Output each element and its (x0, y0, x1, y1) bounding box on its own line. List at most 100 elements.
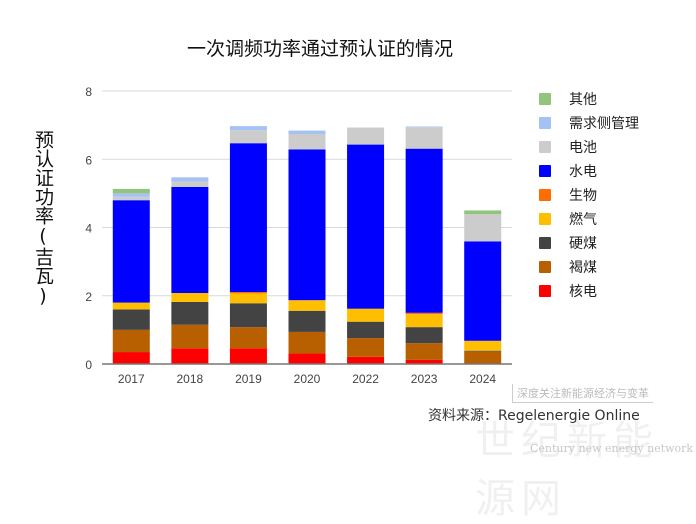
legend-swatch (539, 213, 551, 225)
y-axis-label: 预认证功率(吉瓦) (32, 130, 54, 307)
bar-segment-4-6 (347, 127, 385, 145)
legend-item: 燃气 (539, 207, 639, 231)
bar-segment-6-2 (464, 350, 502, 352)
x-tick-label: 2023 (411, 372, 438, 386)
x-tick-label: 2017 (118, 372, 145, 386)
legend-item: 核电 (539, 279, 639, 303)
legend-label: 生物 (569, 188, 597, 204)
legend-swatch (539, 189, 551, 201)
x-tick-labels: 2017 2018 2019 2020 2022 2023 2024 (118, 372, 496, 386)
bars (112, 126, 502, 364)
bar-segment-3-5 (288, 149, 326, 301)
legend-label: 硬煤 (569, 236, 597, 252)
bar-segment-4-0 (347, 356, 385, 364)
legend-swatch (539, 165, 551, 177)
bar-segment-1-5 (171, 186, 209, 294)
bar-segment-0-7 (112, 193, 150, 197)
y-tick-label: 4 (85, 222, 92, 236)
legend: 其他需求侧管理电池水电生物燃气硬煤褐煤核电 (539, 87, 639, 303)
bar-segment-1-2 (171, 301, 209, 325)
bar-segment-2-3 (229, 293, 267, 304)
bar-stack (347, 127, 385, 364)
x-tick-label: 2018 (177, 372, 204, 386)
x-tick-label: 2020 (294, 372, 321, 386)
legend-item: 其他 (539, 87, 639, 111)
bar-segment-3-6 (288, 133, 326, 150)
bar-segment-5-4 (405, 312, 443, 315)
bar-stack (112, 188, 150, 364)
bar-segment-5-2 (405, 327, 443, 344)
bar-segment-2-4 (229, 291, 267, 294)
legend-swatch (539, 93, 551, 105)
bar-segment-0-0 (112, 352, 150, 364)
bar-segment-0-2 (112, 309, 150, 330)
legend-swatch (539, 261, 551, 273)
bar-segment-1-7 (171, 177, 209, 182)
bar-segment-0-8 (112, 188, 150, 194)
bar-segment-2-0 (229, 348, 267, 364)
legend-swatch (539, 141, 551, 153)
bar-segment-3-7 (288, 130, 326, 134)
bar-segment-0-1 (112, 329, 150, 353)
bar-segment-3-1 (288, 331, 326, 354)
bar-segment-3-3 (288, 300, 326, 311)
legend-swatch (539, 117, 551, 129)
y-tick-label: 6 (85, 153, 92, 167)
y-tick-labels: 0 2 4 6 8 (85, 85, 92, 372)
legend-item: 褐煤 (539, 255, 639, 279)
bar-segment-6-6 (464, 214, 502, 242)
legend-label: 水电 (569, 164, 597, 180)
legend-swatch (539, 285, 551, 297)
watermark-logo: 世纪新能源网 (475, 418, 659, 522)
bar-segment-2-6 (229, 130, 267, 144)
bar-segment-3-0 (288, 353, 326, 364)
x-tick-label: 2019 (235, 372, 262, 386)
bar-segment-2-1 (229, 327, 267, 349)
y-tick-label: 8 (85, 85, 92, 99)
bar-stack (229, 126, 267, 364)
legend-item: 电池 (539, 135, 639, 159)
bar-segment-5-6 (405, 127, 443, 149)
y-tick-label: 2 (85, 290, 92, 304)
bar-segment-0-3 (112, 302, 150, 310)
bar-segment-3-2 (288, 310, 326, 332)
bar-segment-5-1 (405, 343, 443, 360)
bar-segment-1-3 (171, 293, 209, 302)
legend-item: 生物 (539, 183, 639, 207)
legend-label: 其他 (569, 92, 597, 108)
chart-plot: 0 2 4 6 8 2017 2018 2019 2020 2022 2023 2024 (85, 85, 512, 386)
legend-item: 水电 (539, 159, 639, 183)
bar-segment-5-0 (405, 359, 443, 364)
bar-segment-4-3 (347, 308, 385, 322)
legend-label: 核电 (569, 284, 597, 300)
legend-swatch (539, 237, 551, 249)
bar-segment-6-8 (464, 210, 502, 215)
bar-segment-6-3 (464, 340, 502, 351)
bar-segment-1-0 (171, 348, 209, 364)
bar-segment-2-2 (229, 303, 267, 328)
bar-segment-4-2 (347, 321, 385, 339)
legend-item: 需求侧管理 (539, 111, 639, 135)
source-note: 资料来源：Regelenergie Online (428, 408, 640, 424)
x-tick-label: 2022 (352, 372, 379, 386)
bar-segment-5-5 (405, 148, 443, 313)
legend-label: 燃气 (569, 212, 597, 228)
watermark-english: Century new energy network (530, 442, 694, 455)
bar-segment-5-7 (405, 126, 443, 128)
legend-label: 褐煤 (569, 260, 597, 276)
legend-item: 硬煤 (539, 231, 639, 255)
bar-segment-6-1 (464, 351, 502, 364)
chart-title: 一次调频功率通过预认证的情况 (186, 38, 453, 60)
bar-segment-4-5 (347, 144, 385, 309)
bar-segment-1-6 (171, 181, 209, 187)
bar-segment-1-1 (171, 324, 209, 349)
bar-segment-2-5 (229, 143, 267, 292)
legend-label: 需求侧管理 (569, 116, 639, 132)
bar-segment-2-7 (229, 126, 267, 131)
bar-segment-6-5 (464, 241, 502, 341)
bar-segment-4-1 (347, 338, 385, 357)
bar-stack (464, 210, 502, 364)
legend-label: 电池 (569, 140, 597, 156)
bar-segment-5-3 (405, 314, 443, 328)
bar-segment-0-6 (112, 196, 150, 201)
